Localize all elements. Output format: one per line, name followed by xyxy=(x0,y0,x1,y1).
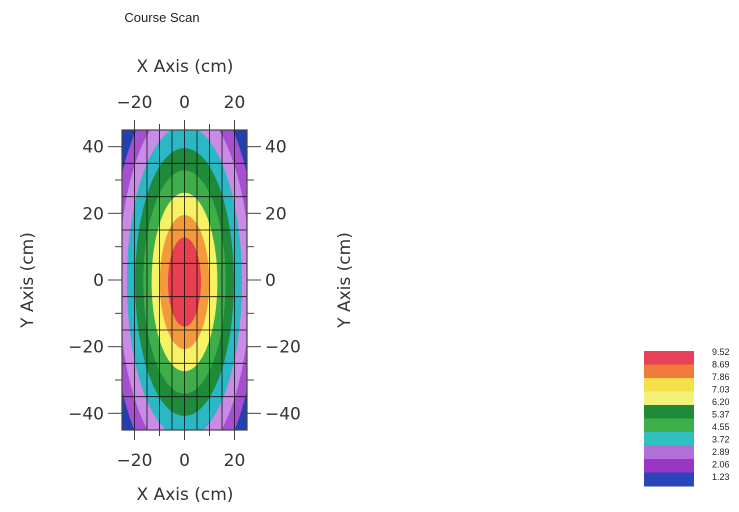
legend-swatch-8 xyxy=(644,459,694,473)
legend-swatch-4 xyxy=(644,405,694,419)
legend-label-8: 2.89 xyxy=(712,447,730,457)
y-tick-label-right-4: 40 xyxy=(265,138,287,158)
x-tick-label-bottom-2: 20 xyxy=(224,451,246,471)
axes: −20 −20 0 0 20 20 −40 −40 −20 −20 0 0 20 20 40 40 xyxy=(68,93,301,471)
legend-swatch-0 xyxy=(644,351,694,365)
y-axis-label-right: Y Axis (cm) xyxy=(335,232,355,329)
x-axis-label-top: X Axis (cm) xyxy=(137,57,234,77)
legend-label-10: 1.23 xyxy=(712,472,730,482)
legend-label-3: 7.03 xyxy=(712,384,730,394)
x-tick-label-bottom-1: 0 xyxy=(179,451,190,471)
x-tick-label-top-1: 0 xyxy=(179,93,190,113)
legend-label-9: 2.06 xyxy=(712,459,730,469)
y-tick-label-left-2: 0 xyxy=(93,271,104,291)
x-axis-label-bottom: X Axis (cm) xyxy=(137,485,234,505)
legend-label-7: 3.72 xyxy=(712,434,730,444)
legend-swatch-3 xyxy=(644,391,694,406)
legend-swatch-9 xyxy=(644,472,694,487)
y-tick-label-right-2: 0 xyxy=(265,271,276,291)
chart-title: Course Scan xyxy=(124,10,199,25)
legend-swatch-1 xyxy=(644,364,694,379)
legend-label-4: 6.20 xyxy=(712,397,730,407)
legend-swatch-2 xyxy=(644,378,694,392)
legend-swatch-7 xyxy=(644,445,694,460)
legend-label-1: 8.69 xyxy=(712,359,730,369)
y-tick-label-left-4: 40 xyxy=(82,138,104,158)
y-tick-label-left-0: −40 xyxy=(68,404,104,424)
y-tick-label-left-3: 20 xyxy=(82,204,104,224)
x-tick-label-bottom-0: −20 xyxy=(117,451,153,471)
y-tick-label-right-1: −20 xyxy=(265,338,301,358)
legend-label-0: 9.52 xyxy=(712,347,730,357)
y-axis-label-left: Y Axis (cm) xyxy=(18,232,38,329)
legend-swatch-5 xyxy=(644,418,694,433)
legend-label-6: 4.55 xyxy=(712,422,730,432)
legend-label-5: 5.37 xyxy=(712,409,730,419)
legend-swatch-6 xyxy=(644,432,694,446)
y-tick-label-right-3: 20 xyxy=(265,204,287,224)
x-tick-label-top-2: 20 xyxy=(224,93,246,113)
legend-label-2: 7.86 xyxy=(712,372,730,382)
y-tick-label-left-1: −20 xyxy=(68,338,104,358)
x-tick-label-top-0: −20 xyxy=(117,93,153,113)
y-tick-label-right-0: −40 xyxy=(265,404,301,424)
color-legend: 9.52 8.69 7.86 7.03 6.20 5.37 4.55 3.72 2.89 2.06… xyxy=(644,347,730,487)
